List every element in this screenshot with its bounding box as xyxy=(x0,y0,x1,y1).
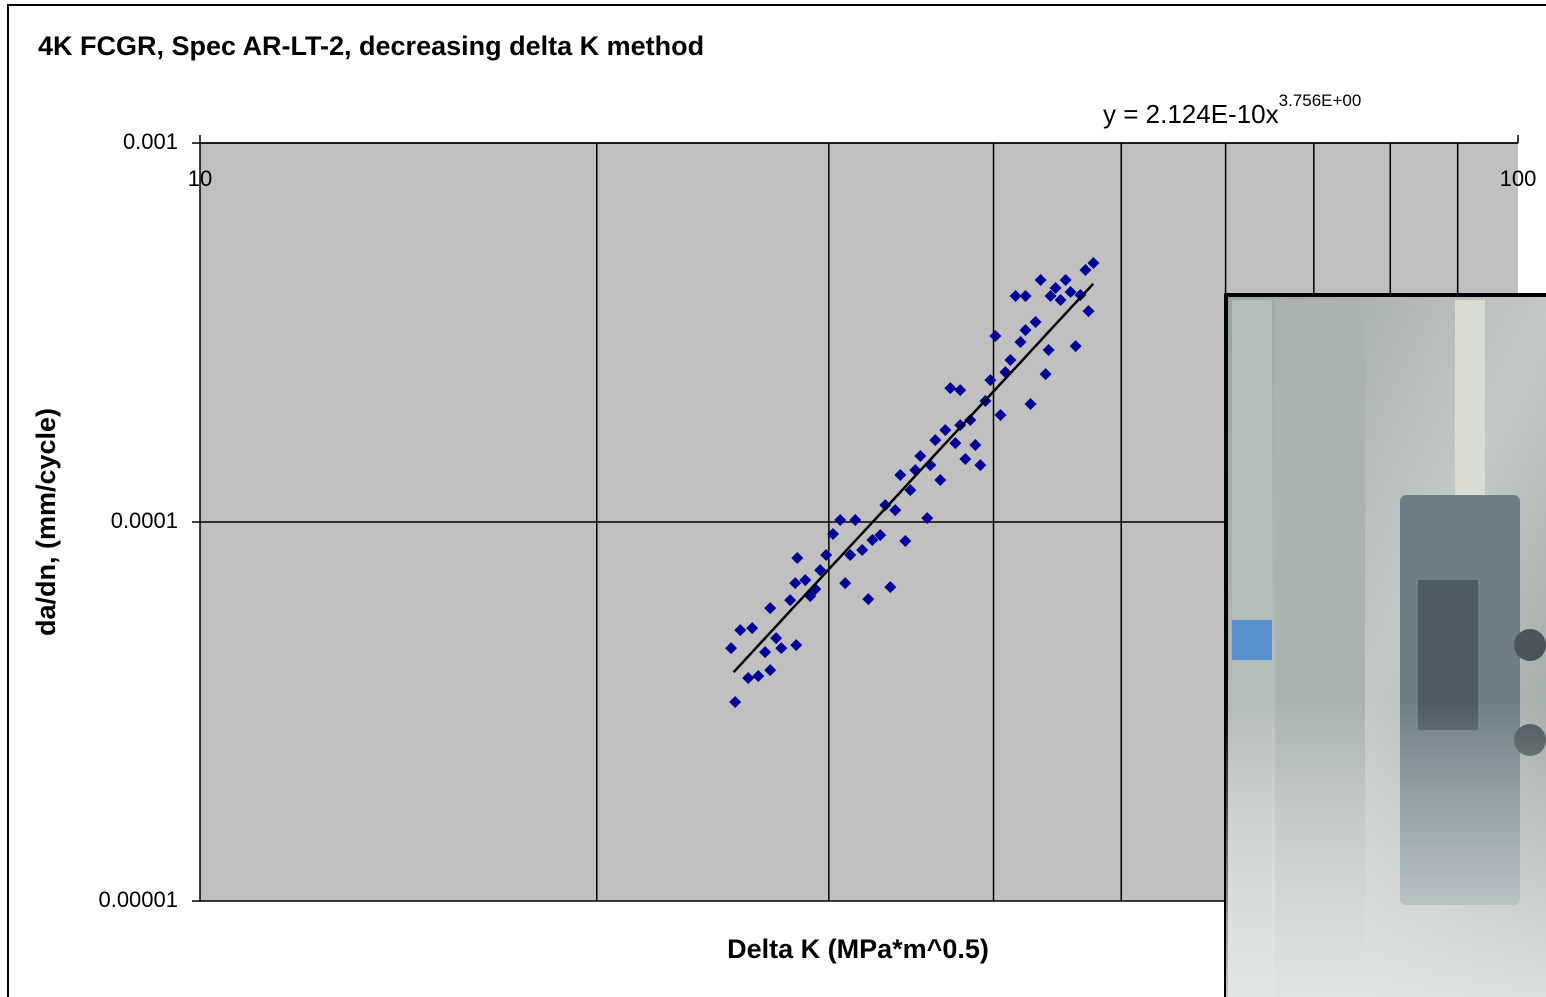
data-point xyxy=(1044,290,1057,303)
data-point xyxy=(1019,290,1032,303)
data-point xyxy=(1069,340,1082,353)
data-point xyxy=(1039,368,1052,381)
data-point xyxy=(939,424,952,437)
data-point xyxy=(904,484,917,497)
data-point xyxy=(1019,324,1032,337)
data-point xyxy=(849,514,862,527)
data-point xyxy=(949,437,962,450)
data-point xyxy=(984,374,997,387)
data-point xyxy=(914,450,927,463)
data-point xyxy=(764,602,777,615)
trendline xyxy=(732,283,1095,674)
data-point xyxy=(1029,316,1042,329)
data-point xyxy=(862,593,875,606)
data-point xyxy=(725,642,738,655)
data-point xyxy=(1064,286,1077,299)
photo-fog xyxy=(1226,700,1546,997)
data-point xyxy=(814,564,827,577)
data-point xyxy=(844,549,857,562)
x-tick-label: 100 xyxy=(1500,166,1537,191)
data-point xyxy=(1042,344,1055,357)
data-point xyxy=(839,577,852,590)
data-point xyxy=(969,439,982,452)
data-point xyxy=(954,419,967,432)
y-tick-label: 0.001 xyxy=(123,129,178,154)
y-axis-label: da/dn, (mm/cycle) xyxy=(31,408,61,636)
data-point xyxy=(799,574,812,587)
data-point xyxy=(791,552,804,565)
data-point xyxy=(934,473,947,486)
data-point xyxy=(775,642,788,655)
y-tick-label: 0.00001 xyxy=(98,887,178,912)
data-point xyxy=(1034,274,1047,287)
data-point xyxy=(1082,305,1095,318)
data-point xyxy=(770,632,783,645)
data-point xyxy=(879,499,892,512)
data-point xyxy=(820,549,833,562)
data-point xyxy=(964,414,977,427)
photo-shape xyxy=(1455,300,1485,500)
data-point xyxy=(1004,354,1017,367)
data-point xyxy=(1074,289,1087,302)
data-point xyxy=(994,409,1007,422)
data-point xyxy=(1087,256,1100,269)
data-point xyxy=(1014,336,1027,349)
x-axis-label: Delta K (MPa*m^0.5) xyxy=(727,934,989,964)
data-point xyxy=(734,624,747,637)
data-point xyxy=(1009,290,1022,303)
data-point xyxy=(1024,398,1037,411)
data-point xyxy=(856,544,869,557)
data-point xyxy=(1079,264,1092,277)
trendline-equation: y = 2.124E-10x3.756E+00 xyxy=(1103,91,1361,128)
data-point xyxy=(866,534,879,547)
data-point xyxy=(959,453,972,466)
data-point xyxy=(834,514,847,527)
data-point xyxy=(874,529,887,542)
data-point xyxy=(954,384,967,397)
data-point xyxy=(929,434,942,447)
data-point xyxy=(784,594,797,607)
photo-shape xyxy=(1232,620,1272,660)
data-point xyxy=(1054,294,1067,307)
data-point xyxy=(884,581,897,594)
data-point xyxy=(742,672,755,685)
equation-text: y = 2.124E-10x xyxy=(1103,99,1279,129)
data-point xyxy=(746,622,759,635)
data-point xyxy=(1059,274,1072,287)
data-point xyxy=(989,330,1002,343)
photo-inset xyxy=(1224,293,1546,997)
data-point xyxy=(894,469,907,482)
data-point xyxy=(789,577,802,590)
data-point xyxy=(974,459,987,472)
data-point xyxy=(752,670,765,683)
data-point xyxy=(889,504,902,517)
photo-shape xyxy=(1514,629,1546,661)
data-point xyxy=(899,535,912,548)
data-point xyxy=(921,512,934,525)
data-point xyxy=(790,639,803,652)
data-point xyxy=(944,382,957,395)
equation-exponent: 3.756E+00 xyxy=(1279,91,1362,110)
data-point xyxy=(764,664,777,677)
data-point xyxy=(729,696,742,709)
data-point xyxy=(759,646,772,659)
chart-title: 4K FCGR, Spec AR-LT-2, decreasing delta … xyxy=(38,31,704,61)
data-point xyxy=(1049,282,1062,295)
data-point xyxy=(827,528,840,541)
y-tick-label: 0.0001 xyxy=(111,508,178,533)
